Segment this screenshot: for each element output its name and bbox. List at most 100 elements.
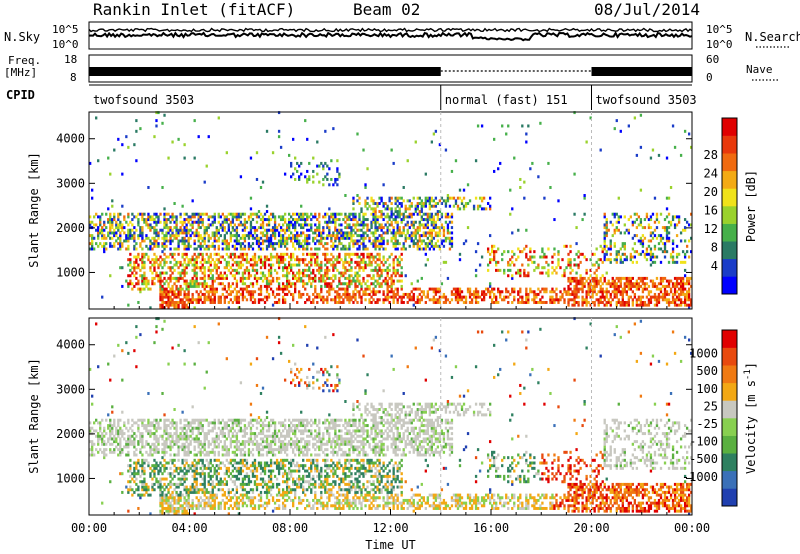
- power-cell: [382, 292, 385, 296]
- power-cell: [324, 255, 327, 259]
- power-cell: [390, 210, 393, 214]
- power-cell: [661, 298, 665, 302]
- power-cell: [374, 260, 377, 264]
- power-cell: [129, 274, 132, 278]
- power-cell: [312, 236, 315, 240]
- power-cell: [269, 252, 273, 256]
- velocity-cell: [145, 426, 148, 430]
- power-cell: [386, 204, 389, 208]
- power-cell: [283, 172, 287, 176]
- power-cell: [456, 207, 460, 211]
- power-cell: [671, 218, 675, 222]
- power-cell: [203, 242, 206, 246]
- power-cell: [237, 271, 241, 275]
- power-cell: [290, 263, 293, 267]
- power-cell: [358, 218, 361, 222]
- power-cell: [324, 279, 327, 283]
- power-cell: [159, 303, 162, 307]
- power-cell: [402, 212, 405, 216]
- power-cell: [269, 271, 273, 275]
- power-cell: [366, 263, 369, 267]
- velocity-cell: [169, 485, 172, 489]
- power-cell: [617, 250, 620, 254]
- power-cell: [579, 260, 582, 264]
- power-cell: [501, 124, 504, 128]
- power-cell: [611, 276, 614, 280]
- power-cell: [482, 292, 486, 296]
- power-cell: [271, 242, 275, 246]
- velocity-cell: [137, 461, 140, 465]
- power-cell: [247, 218, 251, 222]
- power-cell: [575, 300, 578, 304]
- power-cell: [352, 196, 355, 200]
- power-cell: [348, 218, 351, 222]
- power-cell: [549, 290, 552, 294]
- power-cell: [543, 290, 546, 294]
- power-cell: [525, 228, 528, 232]
- power-cell: [285, 223, 289, 227]
- power-cell: [683, 228, 687, 232]
- power-cell: [625, 276, 628, 280]
- power-cell: [649, 298, 653, 302]
- power-cell: [358, 260, 361, 264]
- velocity-cell: [117, 343, 120, 347]
- power-cell: [149, 218, 152, 222]
- power-cell: [195, 212, 198, 216]
- power-cell: [149, 226, 152, 230]
- power-cell: [294, 239, 297, 243]
- power-cell: [183, 268, 186, 272]
- power-cell: [649, 300, 653, 304]
- velocity-cell: [167, 424, 170, 428]
- power-cell: [655, 276, 659, 280]
- power-cell: [161, 287, 164, 291]
- power-cell: [597, 303, 600, 307]
- power-cell: [177, 137, 180, 141]
- power-cell: [350, 295, 353, 299]
- power-cell: [619, 300, 622, 304]
- velocity-cell: [99, 437, 102, 441]
- power-cell: [615, 252, 618, 256]
- power-cell: [595, 260, 598, 264]
- power-cell: [372, 212, 375, 216]
- power-cell: [639, 236, 643, 240]
- power-cell: [328, 276, 331, 280]
- velocity-cell: [91, 440, 94, 444]
- velocity-cell: [185, 488, 188, 492]
- power-cell: [464, 239, 468, 243]
- power-cell: [525, 132, 528, 136]
- noise-panel: [88, 21, 693, 50]
- power-cell: [91, 242, 94, 246]
- power-cell: [324, 220, 327, 224]
- velocity-cell: [181, 426, 184, 430]
- velocity-cell: [167, 362, 170, 366]
- power-cell: [179, 220, 182, 224]
- power-cell: [587, 292, 590, 296]
- power-cell: [581, 287, 584, 291]
- power-cell: [322, 276, 325, 280]
- power-cell: [231, 212, 235, 216]
- power-cell: [113, 244, 116, 248]
- power-cell: [404, 234, 407, 238]
- velocity-cell: [173, 501, 176, 505]
- velocity-cell: [91, 445, 94, 449]
- power-cell: [358, 228, 361, 232]
- power-cell: [179, 226, 182, 230]
- power-cell: [316, 172, 319, 176]
- power-cell: [675, 260, 679, 264]
- power-cell: [137, 218, 140, 222]
- power-cell: [623, 303, 626, 307]
- power-cell: [432, 290, 436, 294]
- power-cell: [364, 218, 367, 222]
- velocity-cell: [155, 448, 158, 452]
- power-cell: [519, 287, 522, 291]
- power-cell: [667, 300, 671, 304]
- velocity-cell: [147, 453, 150, 457]
- velocity-cell: [143, 458, 146, 462]
- power-cell: [283, 231, 287, 235]
- power-cell: [221, 282, 224, 286]
- power-cell: [159, 228, 162, 232]
- power-cell: [416, 300, 419, 304]
- power-cell: [290, 220, 293, 224]
- power-cell: [213, 212, 216, 216]
- power-cell: [294, 228, 297, 232]
